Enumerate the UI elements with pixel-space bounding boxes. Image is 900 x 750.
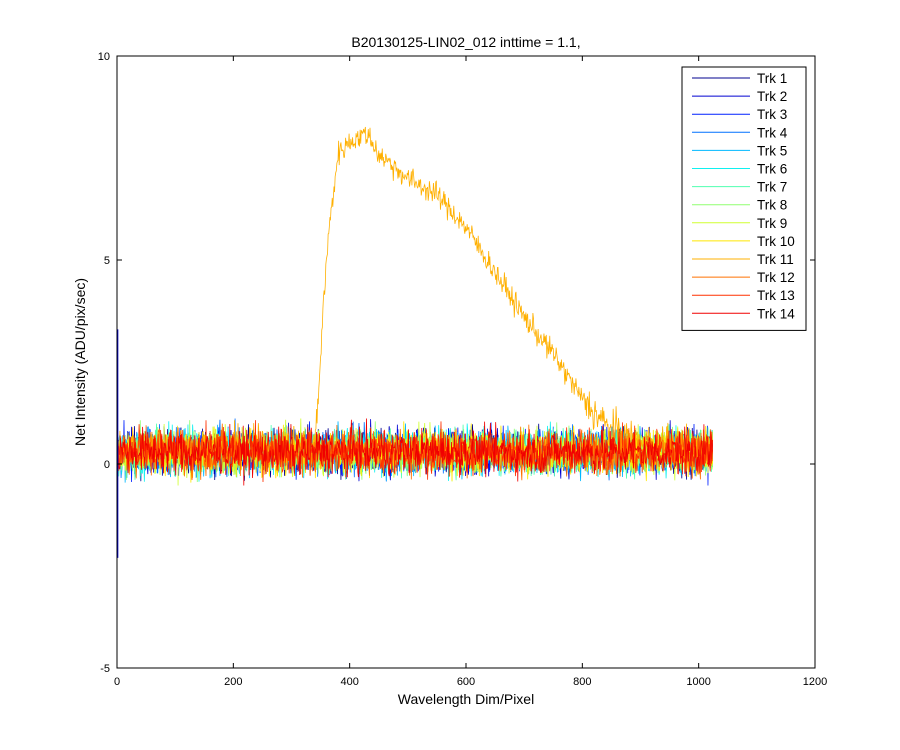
y-axis-ticks: -5 0 5 10 [98,51,815,675]
legend-label-trk-12: Trk 12 [757,270,795,285]
legend-label-trk-1: Trk 1 [757,71,787,86]
x-tick-label: 800 [573,676,591,688]
legend: Trk 1 Trk 2 Trk 3 Trk 4 Trk 5 Trk 6 Trk 7 Trk 8… [681,66,807,331]
plot-traces [116,126,714,558]
x-tick-label: 1000 [686,676,710,688]
y-tick-label: 0 [104,459,110,471]
x-axis-label: Wavelength Dim/Pixel [398,691,534,707]
chart-title: B20130125-LIN02_012 inttime = 1.1, [351,34,580,50]
x-tick-label: 0 [114,676,120,688]
x-tick-label: 600 [457,676,475,688]
legend-label-trk-11: Trk 11 [757,252,794,267]
y-tick-label: -5 [100,663,110,675]
legend-label-trk-7: Trk 7 [757,180,787,195]
legend-label-trk-5: Trk 5 [757,143,787,158]
legend-label-trk-13: Trk 13 [757,288,795,303]
legend-box [681,66,807,331]
y-tick-label: 5 [104,255,110,267]
x-tick-label: 1200 [803,676,827,688]
legend-label-trk-8: Trk 8 [757,198,787,213]
x-tick-label: 400 [340,676,358,688]
legend-label-trk-14: Trk 14 [757,306,795,321]
x-axis-ticks: 0 200 400 600 800 1000 1200 [114,56,827,688]
series-line-trk-11 [117,126,714,475]
legend-label-trk-6: Trk 6 [757,162,787,177]
y-tick-label: 10 [98,51,110,63]
legend-label-trk-9: Trk 9 [757,216,787,231]
x-tick-label: 200 [224,676,242,688]
legend-label-trk-3: Trk 3 [757,107,787,122]
legend-label-trk-4: Trk 4 [757,125,788,140]
legend-label-trk-2: Trk 2 [757,89,787,104]
series-line-trk-14 [117,418,714,486]
legend-label-trk-10: Trk 10 [757,234,795,249]
y-axis-label: Net Intensity (ADU/pix/sec) [72,278,88,446]
